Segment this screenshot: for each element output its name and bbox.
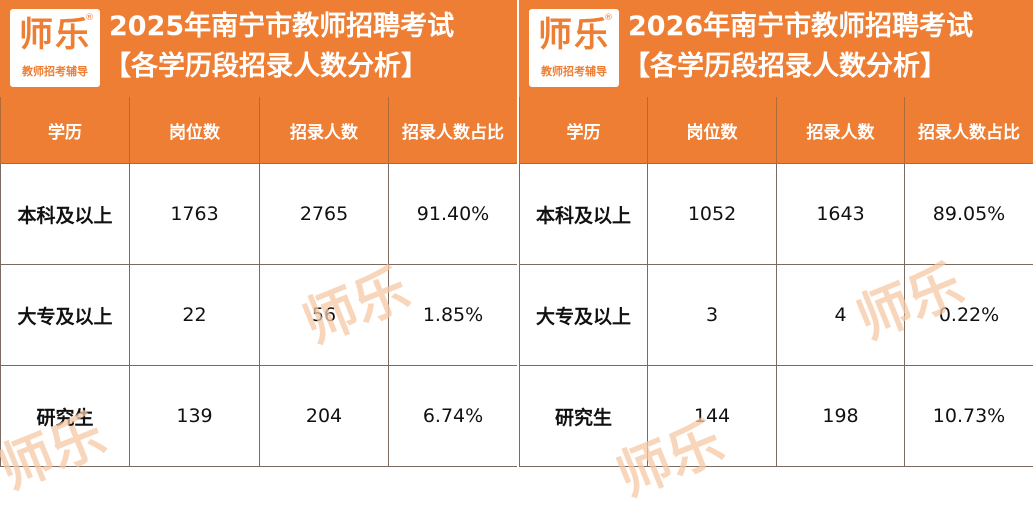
positions-cell: 139 bbox=[130, 366, 260, 467]
table-row: 本科及以上 1763 2765 91.40% bbox=[1, 164, 518, 265]
education-level-cell: 大专及以上 bbox=[1, 265, 130, 366]
recruits-cell: 2765 bbox=[260, 164, 389, 265]
table-row: 大专及以上 3 4 0.22% bbox=[520, 265, 1033, 366]
title-line-2: 【各学历段招录人数分析】 bbox=[623, 48, 947, 86]
logo: 师乐 ® 教师招考辅导 bbox=[529, 9, 619, 87]
header-row: 学历 岗位数 招录人数 招录人数占比 bbox=[520, 97, 1033, 164]
table-row: 本科及以上 1052 1643 89.05% bbox=[520, 164, 1033, 265]
positions-cell: 1763 bbox=[130, 164, 260, 265]
ratio-cell: 10.73% bbox=[905, 366, 1033, 467]
column-header: 招录人数占比 bbox=[905, 97, 1033, 164]
table-row: 大专及以上 22 56 1.85% bbox=[1, 265, 518, 366]
banner: 师乐 ® 教师招考辅导 2026年南宁市教师招聘考试 【各学历段招录人数分析】 bbox=[519, 0, 1033, 99]
ratio-cell: 1.85% bbox=[389, 265, 518, 366]
ratio-cell: 91.40% bbox=[389, 164, 518, 265]
column-header: 岗位数 bbox=[648, 97, 777, 164]
ratio-cell: 6.74% bbox=[389, 366, 518, 467]
recruits-cell: 198 bbox=[777, 366, 905, 467]
title-line-1: 2026年南宁市教师招聘考试 bbox=[628, 8, 973, 46]
column-header: 招录人数 bbox=[260, 97, 389, 164]
column-header: 学历 bbox=[1, 97, 130, 164]
logo: 师乐 ® 教师招考辅导 bbox=[10, 9, 100, 87]
panel-2026: 师乐 ® 教师招考辅导 2026年南宁市教师招聘考试 【各学历段招录人数分析】 … bbox=[517, 0, 1033, 468]
table-row: 研究生 139 204 6.74% bbox=[1, 366, 518, 467]
positions-cell: 3 bbox=[648, 265, 777, 366]
stats-table: 学历 岗位数 招录人数 招录人数占比 本科及以上 1763 2765 91.40… bbox=[0, 97, 518, 467]
ratio-cell: 89.05% bbox=[905, 164, 1033, 265]
panel-2025: 师乐 ® 教师招考辅导 2025年南宁市教师招聘考试 【各学历段招录人数分析】 … bbox=[0, 0, 517, 468]
positions-cell: 1052 bbox=[648, 164, 777, 265]
column-header: 学历 bbox=[520, 97, 648, 164]
column-header: 岗位数 bbox=[130, 97, 260, 164]
column-header: 招录人数 bbox=[777, 97, 905, 164]
logo-subtitle: 教师招考辅导 bbox=[529, 65, 619, 79]
title-line-1: 2025年南宁市教师招聘考试 bbox=[109, 8, 454, 46]
recruits-cell: 204 bbox=[260, 366, 389, 467]
education-level-cell: 本科及以上 bbox=[520, 164, 648, 265]
banner: 师乐 ® 教师招考辅导 2025年南宁市教师招聘考试 【各学历段招录人数分析】 bbox=[0, 0, 517, 99]
recruits-cell: 56 bbox=[260, 265, 389, 366]
education-level-cell: 大专及以上 bbox=[520, 265, 648, 366]
education-level-cell: 本科及以上 bbox=[1, 164, 130, 265]
positions-cell: 22 bbox=[130, 265, 260, 366]
stats-table: 学历 岗位数 招录人数 招录人数占比 本科及以上 1052 1643 89.05… bbox=[519, 97, 1033, 467]
registered-mark: ® bbox=[604, 13, 613, 23]
registered-mark: ® bbox=[85, 13, 94, 23]
column-header: 招录人数占比 bbox=[389, 97, 518, 164]
education-level-cell: 研究生 bbox=[1, 366, 130, 467]
title-line-2: 【各学历段招录人数分析】 bbox=[104, 48, 428, 86]
header-row: 学历 岗位数 招录人数 招录人数占比 bbox=[1, 97, 518, 164]
education-level-cell: 研究生 bbox=[520, 366, 648, 467]
recruits-cell: 1643 bbox=[777, 164, 905, 265]
recruits-cell: 4 bbox=[777, 265, 905, 366]
logo-subtitle: 教师招考辅导 bbox=[10, 65, 100, 79]
ratio-cell: 0.22% bbox=[905, 265, 1033, 366]
positions-cell: 144 bbox=[648, 366, 777, 467]
table-row: 研究生 144 198 10.73% bbox=[520, 366, 1033, 467]
